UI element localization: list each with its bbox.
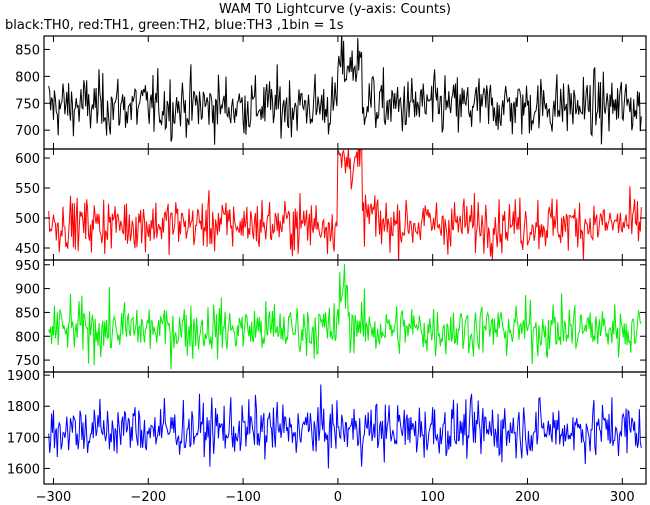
y-tick-label-2-2: 850 bbox=[15, 306, 40, 321]
panel-frame-3 bbox=[43, 371, 647, 485]
panel-1: 450 500 550 600 bbox=[15, 148, 647, 261]
y-tick-label-2-3: 900 bbox=[15, 283, 40, 298]
y-tick-label-3-2: 1800 bbox=[7, 400, 40, 415]
panel-2: 750 800 850 900 950 bbox=[15, 259, 647, 373]
x-tick-label-4: 100 bbox=[420, 490, 445, 505]
y-tick-label-0-3: 850 bbox=[15, 43, 40, 58]
y-tick-label-1-2: 550 bbox=[15, 182, 40, 197]
series-line-2 bbox=[48, 264, 642, 370]
y-tick-label-2-4: 950 bbox=[15, 259, 40, 274]
x-tick-label-2: −100 bbox=[225, 490, 261, 505]
x-tick-label-3: 0 bbox=[334, 490, 342, 505]
x-tick-label-5: 200 bbox=[515, 490, 540, 505]
y-tick-label-3-0: 1600 bbox=[7, 462, 40, 477]
x-tick-label-1: −200 bbox=[130, 490, 166, 505]
y-tick-label-0-2: 800 bbox=[15, 70, 40, 85]
y-tick-label-1-3: 600 bbox=[15, 152, 40, 167]
y-tick-label-2-1: 800 bbox=[15, 330, 40, 345]
y-tick-label-1-1: 500 bbox=[15, 212, 40, 227]
y-tick-label-2-0: 750 bbox=[15, 354, 40, 369]
series-line-1 bbox=[48, 149, 642, 260]
x-tick-label-6: 300 bbox=[610, 490, 635, 505]
panel-3: 1600 1700 1800 1900 bbox=[7, 369, 647, 485]
series-line-3 bbox=[48, 384, 642, 469]
y-tick-label-1-0: 450 bbox=[15, 242, 40, 257]
chart-subtitle: black:TH0, red:TH1, green:TH2, blue:TH3 … bbox=[5, 18, 344, 33]
y-tick-label-3-1: 1700 bbox=[7, 431, 40, 446]
panels-group: 700 750 800 850 450 500 550 600 750 800 850 900 950 1… bbox=[7, 35, 647, 485]
x-axis: −300 −200 −100 0 100 200 300 bbox=[36, 490, 635, 505]
x-tick-label-0: −300 bbox=[36, 490, 72, 505]
series-line-0 bbox=[48, 36, 642, 145]
y-tick-label-0-0: 700 bbox=[15, 124, 40, 139]
chart-title: WAM T0 Lightcurve (y-axis: Counts) bbox=[219, 2, 451, 17]
y-tick-label-0-1: 750 bbox=[15, 97, 40, 112]
panel-0: 700 750 800 850 bbox=[15, 35, 647, 150]
y-tick-label-3-3: 1900 bbox=[7, 369, 40, 384]
